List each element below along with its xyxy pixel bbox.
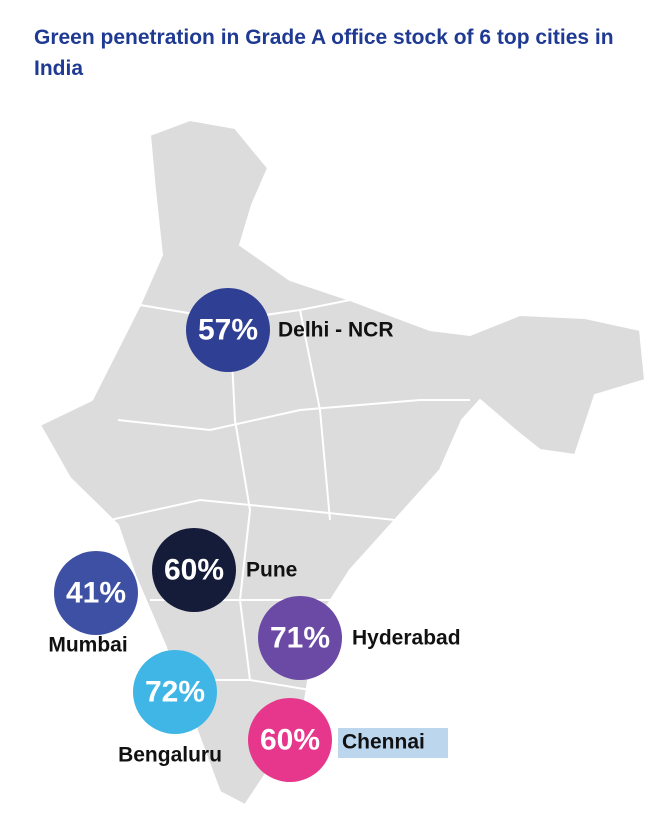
value-label: 41% [66, 577, 126, 610]
highlight [338, 728, 448, 758]
india-outline [38, 118, 647, 807]
city-marker [133, 650, 217, 734]
value-label: 72% [145, 676, 205, 709]
value-label: 60% [164, 554, 224, 587]
city-marker [248, 698, 332, 782]
city-name: Pune [246, 559, 297, 582]
city-name: Chennai [342, 731, 425, 754]
value-label: 60% [260, 724, 320, 757]
state-borders [109, 299, 470, 691]
city-marker [186, 288, 270, 372]
city-name: Hyderabad [352, 627, 461, 650]
city-name: Mumbai [48, 634, 127, 657]
city-name: Delhi - NCR [278, 319, 394, 342]
value-label: 71% [270, 622, 330, 655]
city-marker [258, 596, 342, 680]
title: Green penetration in Grade A office stoc… [34, 26, 614, 80]
city-marker [152, 528, 236, 612]
city-name: Bengaluru [118, 744, 222, 767]
city-marker [54, 551, 138, 635]
value-label: 57% [198, 314, 258, 347]
